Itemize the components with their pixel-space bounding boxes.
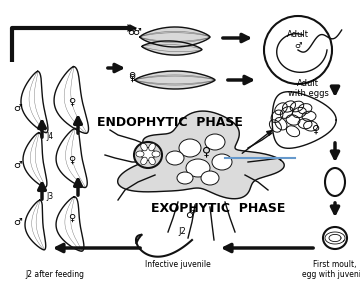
- Text: ♀: ♀: [68, 155, 76, 165]
- Polygon shape: [23, 133, 47, 187]
- Polygon shape: [142, 41, 202, 55]
- Polygon shape: [56, 128, 87, 188]
- Polygon shape: [135, 71, 215, 89]
- Text: ♀: ♀: [68, 97, 76, 107]
- Text: Adult
♂: Adult ♂: [287, 30, 309, 50]
- Text: ENDOPHYTIC  PHASE: ENDOPHYTIC PHASE: [97, 115, 243, 128]
- Ellipse shape: [149, 143, 155, 151]
- Polygon shape: [140, 27, 210, 47]
- Text: ♂: ♂: [128, 27, 136, 37]
- Text: First moult,
egg with juvenile: First moult, egg with juvenile: [302, 260, 360, 279]
- Text: EXOPHYTIC  PHASE: EXOPHYTIC PHASE: [151, 202, 285, 215]
- Ellipse shape: [166, 151, 184, 165]
- Polygon shape: [21, 71, 48, 133]
- Ellipse shape: [212, 154, 232, 170]
- Ellipse shape: [179, 139, 201, 157]
- Text: ♀: ♀: [68, 213, 76, 223]
- Polygon shape: [272, 92, 336, 148]
- Text: ♂: ♂: [14, 103, 22, 113]
- Polygon shape: [56, 197, 84, 251]
- Text: Adult
with eggs: Adult with eggs: [288, 79, 328, 98]
- Text: J2 after feeding: J2 after feeding: [26, 270, 85, 279]
- Ellipse shape: [141, 157, 147, 165]
- Ellipse shape: [205, 134, 225, 150]
- Text: ♀: ♀: [202, 146, 212, 159]
- Text: ♂: ♂: [14, 217, 22, 227]
- Text: J3: J3: [46, 192, 54, 201]
- Text: ♀: ♀: [129, 71, 136, 81]
- Text: ♂: ♂: [14, 160, 22, 170]
- Ellipse shape: [177, 172, 193, 184]
- Ellipse shape: [141, 143, 147, 151]
- Polygon shape: [54, 67, 89, 133]
- Ellipse shape: [136, 151, 144, 157]
- Ellipse shape: [201, 171, 219, 185]
- Text: ♀: ♀: [312, 125, 320, 135]
- Text: ♂: ♂: [185, 210, 195, 220]
- Ellipse shape: [141, 148, 155, 160]
- Text: J4: J4: [46, 132, 54, 141]
- Text: ♂: ♂: [132, 27, 141, 37]
- Text: J2: J2: [178, 227, 186, 237]
- Polygon shape: [25, 200, 46, 250]
- Ellipse shape: [149, 157, 155, 165]
- Ellipse shape: [186, 159, 210, 177]
- Text: ♀: ♀: [129, 73, 136, 83]
- Ellipse shape: [134, 142, 162, 168]
- Ellipse shape: [152, 151, 160, 157]
- Polygon shape: [118, 111, 284, 199]
- Text: Infective juvenile: Infective juvenile: [145, 260, 211, 269]
